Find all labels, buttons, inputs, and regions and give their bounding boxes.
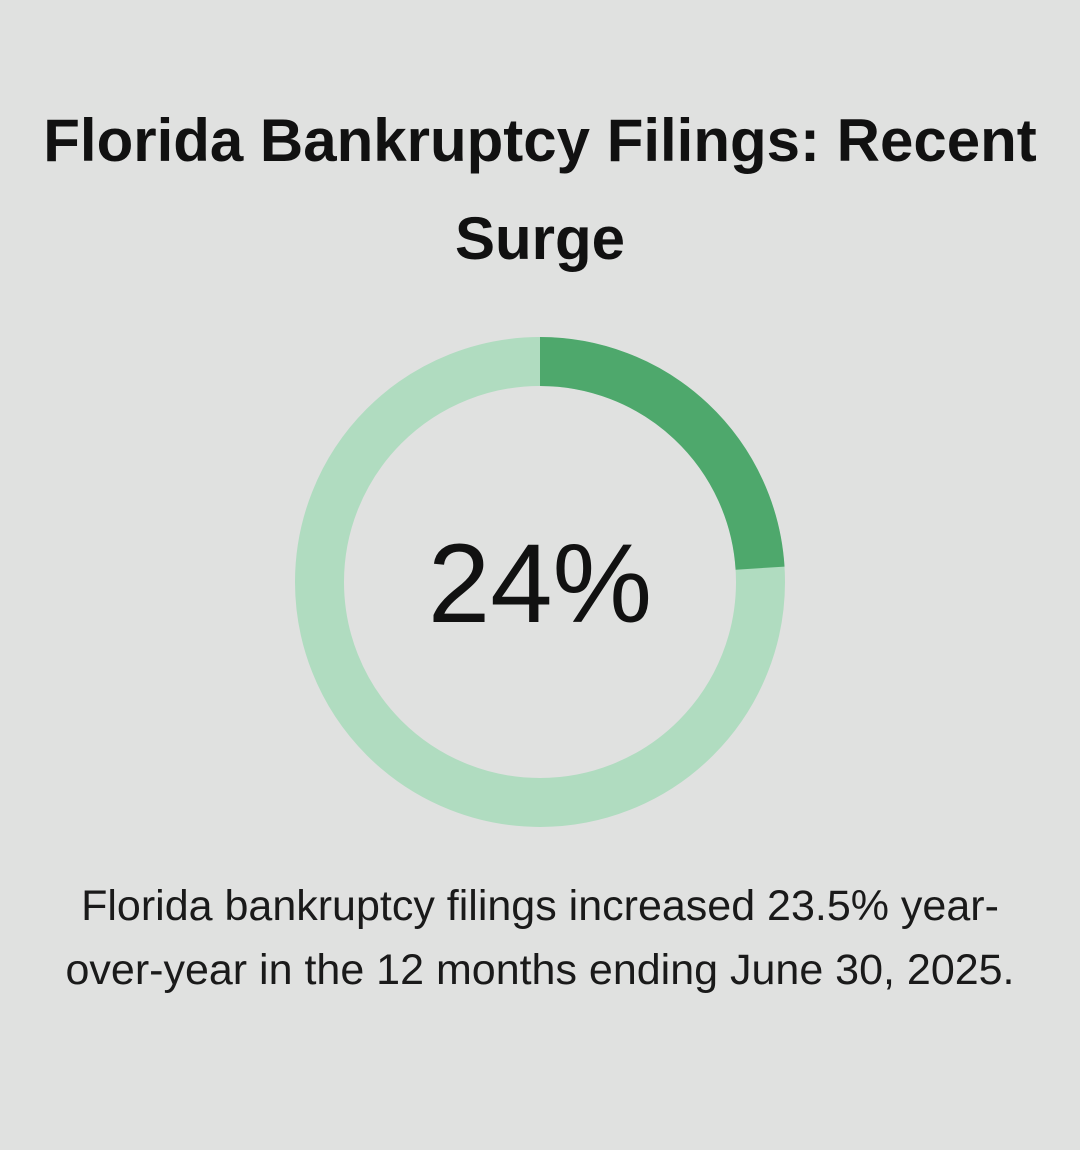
donut-segment (539, 337, 785, 571)
chart: 24% (295, 337, 785, 827)
value-label: 24% (428, 521, 652, 646)
chart-title: Florida Bankruptcy Filings: Recent Surge (43, 107, 1037, 272)
caption: Florida bankruptcy filings increased 23.… (65, 882, 1015, 994)
